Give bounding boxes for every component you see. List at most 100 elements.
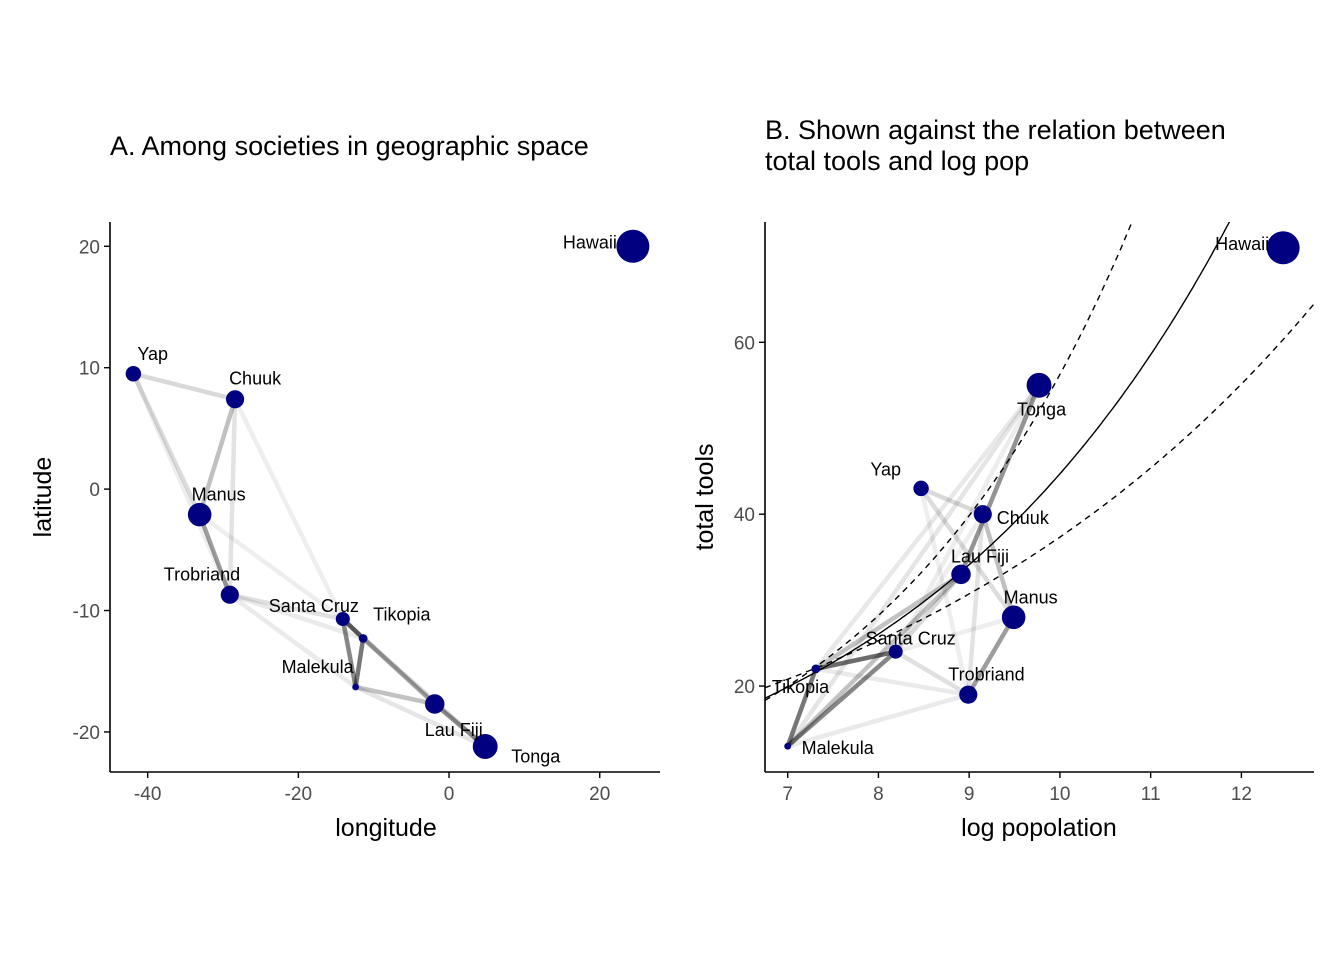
panel-a-covariance-lines xyxy=(131,371,488,749)
point-label-tonga: Tonga xyxy=(1017,399,1067,419)
point-label-malekula: Malekula xyxy=(282,657,355,677)
link-tikopia-tonga xyxy=(813,383,1042,672)
link-malekula-tikopia xyxy=(353,636,366,690)
link-santa-cruz-manus xyxy=(893,615,1016,654)
point-malekula xyxy=(784,742,792,750)
link-tikopia-trobriand xyxy=(813,666,971,697)
trend-upper-interval-line xyxy=(765,222,1133,701)
link-trobriand-chuuk xyxy=(966,511,986,697)
point-label-trobriand: Trobriand xyxy=(948,665,1024,685)
link-santa-cruz-chuuk xyxy=(893,511,986,654)
x-tick-label-7: 7 xyxy=(782,784,793,805)
point-manus xyxy=(187,502,212,527)
link-yap-manus xyxy=(131,371,202,517)
point-label-manus: Manus xyxy=(1004,587,1058,607)
link-tikopia-trobriand xyxy=(227,592,366,641)
point-chuuk xyxy=(225,390,245,409)
link-malekula-tonga xyxy=(353,684,488,749)
y-tick-label-10: 10 xyxy=(79,359,100,380)
point-label-lau-fiji: Lau Fiji xyxy=(951,546,1009,566)
link-malekula-santa-cruz xyxy=(785,649,898,749)
link-tikopia-lau-fiji xyxy=(360,636,437,707)
point-santa-cruz xyxy=(888,644,903,659)
y-tick-label-60: 60 xyxy=(734,333,755,354)
link-malekula-lau-fiji xyxy=(785,572,964,749)
point-manus xyxy=(1001,605,1026,630)
panel-b-tools-vs-pop: B. Shown against the relation between to… xyxy=(691,115,1314,842)
point-tikopia xyxy=(358,634,368,643)
link-tikopia-santa-cruz xyxy=(813,649,898,672)
y-tick-label-40: 40 xyxy=(734,505,755,526)
panel-a-points xyxy=(125,229,650,759)
link-yap-chuuk xyxy=(918,486,986,517)
panel-b-title-line-1: B. Shown against the relation between xyxy=(765,115,1226,145)
x-tick-label--40: -40 xyxy=(134,784,161,805)
point-santa-cruz xyxy=(335,611,350,627)
link-santa-cruz-trobriand xyxy=(227,592,346,622)
panel-b-axes: 7 8 9 10 11 12 20 40 60 xyxy=(734,222,1314,805)
link-malekula-trobriand xyxy=(227,592,358,690)
x-tick-label--20: -20 xyxy=(285,784,312,805)
link-santa-cruz-lau-fiji xyxy=(340,616,437,707)
point-tonga xyxy=(1026,372,1052,398)
point-label-trobriand: Trobriand xyxy=(164,565,240,585)
y-tick-label-0: 0 xyxy=(89,480,100,501)
point-label-yap: Yap xyxy=(870,459,901,479)
link-yap-trobriand xyxy=(918,486,971,697)
link-trobriand-chuuk xyxy=(227,397,238,597)
point-label-hawaii: Hawaii xyxy=(563,232,617,252)
point-label-manus: Manus xyxy=(192,485,246,505)
panel-b-points xyxy=(784,231,1300,750)
link-santa-cruz-tonga xyxy=(893,383,1042,654)
y-tick-label--10: -10 xyxy=(73,602,100,623)
panel-a-point-labels: Malekula Tikopia Santa Cruz Yap Lau Fiji Trob… xyxy=(137,232,617,766)
panel-a-x-axis-title: longitude xyxy=(335,814,436,842)
x-tick-label-10: 10 xyxy=(1049,784,1070,805)
link-tikopia-lau-fiji xyxy=(813,572,964,672)
x-tick-label-9: 9 xyxy=(964,784,975,805)
link-chuuk-manus xyxy=(197,397,238,517)
point-tikopia xyxy=(811,664,821,674)
link-yap-chuuk xyxy=(131,371,238,402)
x-tick-label-0: 0 xyxy=(444,784,455,805)
point-label-santa-cruz: Santa Cruz xyxy=(866,629,956,649)
panel-b-trend-curves xyxy=(765,222,1314,701)
link-yap-manus xyxy=(918,486,1016,620)
point-label-chuuk: Chuuk xyxy=(229,368,282,388)
point-label-tikopia: Tikopia xyxy=(772,677,830,697)
point-hawaii xyxy=(1266,231,1300,265)
point-label-tikopia: Tikopia xyxy=(373,604,431,624)
point-label-santa-cruz: Santa Cruz xyxy=(269,596,359,616)
x-tick-label-8: 8 xyxy=(873,784,884,805)
panel-a-axes: -40 -20 0 20 -20 -10 0 10 20 xyxy=(73,222,660,805)
panel-b-covariance-lines xyxy=(785,383,1042,749)
link-yap-trobriand xyxy=(131,371,233,597)
point-label-hawaii: Hawaii xyxy=(1215,234,1269,254)
point-trobriand xyxy=(959,685,978,704)
point-label-yap: Yap xyxy=(137,344,168,364)
link-santa-cruz-lau-fiji xyxy=(893,572,964,654)
link-trobriand-manus xyxy=(197,512,233,597)
link-malekula-lau-fiji xyxy=(353,684,437,707)
x-tick-label-11: 11 xyxy=(1141,784,1161,805)
link-santa-cruz-manus xyxy=(197,512,346,622)
trend-lower-interval-line xyxy=(765,303,1314,689)
link-malekula-tikopia xyxy=(785,666,819,749)
point-tonga xyxy=(472,734,498,759)
x-tick-label-12: 12 xyxy=(1231,784,1252,805)
panel-b-point-labels: Malekula Tikopia Santa Cruz Yap Lau Fiji Trob… xyxy=(772,234,1269,758)
point-lau-fiji xyxy=(951,564,971,585)
point-label-malekula: Malekula xyxy=(802,738,875,758)
panel-a-title: A. Among societies in geographic space xyxy=(110,131,589,161)
x-tick-label-20: 20 xyxy=(589,784,610,805)
panel-b-title-line-2: total tools and log pop xyxy=(765,146,1029,176)
link-tikopia-tonga xyxy=(360,636,488,749)
point-label-lau-fiji: Lau Fiji xyxy=(425,720,483,740)
panel-b-x-axis-title: log popolation xyxy=(961,814,1117,842)
point-label-tonga: Tonga xyxy=(511,747,561,767)
link-malekula-trobriand xyxy=(785,692,971,749)
panel-b-y-axis-title: total tools xyxy=(691,443,719,550)
point-yap xyxy=(125,366,142,382)
